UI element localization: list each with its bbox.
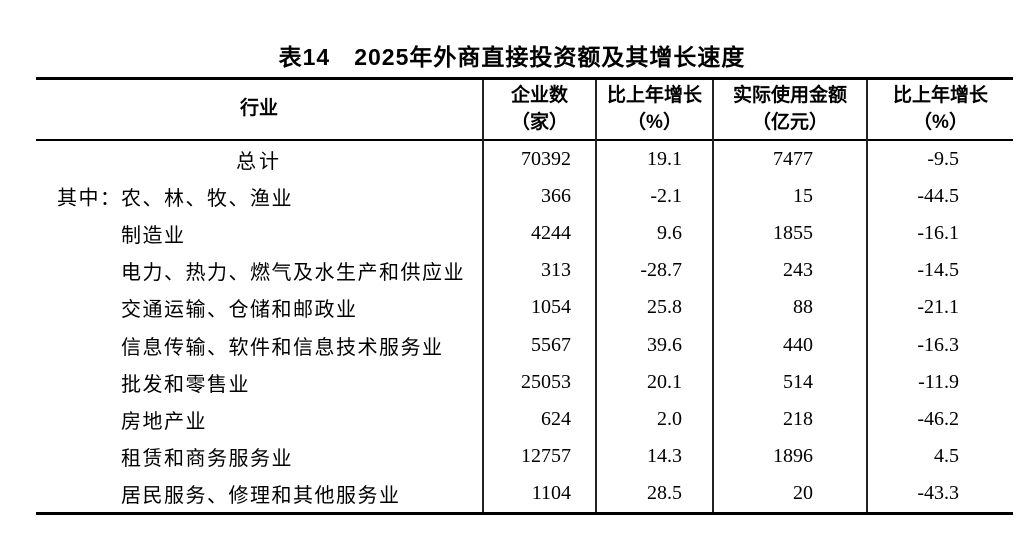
enterprises-growth-cell: 19.1 <box>595 139 713 178</box>
table-row: 租赁和商务服务业 12757 14.3 1896 4.5 <box>36 438 1013 476</box>
enterprises-growth-cell: 9.6 <box>595 214 713 253</box>
enterprises-growth-cell: 14.3 <box>595 438 713 476</box>
industry-cell: 制造业 <box>121 224 186 247</box>
amount-cell: 218 <box>712 400 867 438</box>
amount-cell: 243 <box>712 252 867 290</box>
table-body: 总计 70392 19.1 7477 -9.5 其中： 农、林、牧、渔业 366 … <box>36 139 1013 514</box>
enterprises-cell: 366 <box>482 177 596 215</box>
enterprises-cell: 70392 <box>482 139 596 178</box>
amount-cell: 514 <box>712 363 867 401</box>
enterprises-growth-cell: 20.1 <box>595 363 713 401</box>
industry-cell: 房地产业 <box>121 410 207 433</box>
enterprises-growth-cell: 25.8 <box>595 289 713 327</box>
enterprises-growth-cell: -28.7 <box>595 252 713 290</box>
amount-cell: 7477 <box>712 139 867 178</box>
amount-growth-cell: -46.2 <box>866 400 1013 438</box>
table-row: 制造业 4244 9.6 1855 -16.1 <box>36 214 1013 253</box>
table-row: 房地产业 624 2.0 218 -46.2 <box>36 400 1013 438</box>
table-row: 信息传输、软件和信息技术服务业 5567 39.6 440 -16.3 <box>36 326 1013 364</box>
industry-cell: 交通运输、仓储和邮政业 <box>121 299 358 322</box>
enterprises-growth-cell: 28.5 <box>595 475 713 514</box>
enterprises-growth-cell: 2.0 <box>595 400 713 438</box>
industry-cell: 居民服务、修理和其他服务业 <box>121 485 401 508</box>
enterprises-cell: 12757 <box>482 438 596 476</box>
amount-growth-cell: -14.5 <box>866 252 1013 290</box>
enterprises-growth-cell: 39.6 <box>595 326 713 364</box>
amount-growth-cell: -43.3 <box>866 475 1013 514</box>
industry-cell: 电力、热力、燃气及水生产和供应业 <box>121 262 465 285</box>
table-row: 批发和零售业 25053 20.1 514 -11.9 <box>36 363 1013 401</box>
enterprises-growth-cell: -2.1 <box>595 177 713 215</box>
table-row: 居民服务、修理和其他服务业 1104 28.5 20 -43.3 <box>36 475 1013 514</box>
header-row: 行业 企业数 （家） 比上年增长 （%） 实际使用金额 （亿元） <box>36 78 1013 140</box>
col-header-enterprises: 企业数 （家） <box>482 78 596 140</box>
col-header-industry-label: 行业 <box>239 98 278 120</box>
enterprises-cell: 4244 <box>482 214 596 253</box>
industry-cell: 批发和零售业 <box>121 373 250 396</box>
col-header-enterprises-growth: 比上年增长 （%） <box>595 78 713 140</box>
amount-cell: 1896 <box>712 438 867 476</box>
row-prefix: 其中： <box>57 187 122 210</box>
enterprises-cell: 25053 <box>482 363 596 401</box>
amount-growth-cell: -9.5 <box>866 139 1013 178</box>
fdi-table-wrapper: 行业 企业数 （家） 比上年增长 （%） 实际使用金额 （亿元） <box>36 77 1013 516</box>
table-row: 其中： 农、林、牧、渔业 366 -2.1 15 -44.5 <box>36 177 1013 215</box>
amount-cell: 15 <box>712 177 867 215</box>
amount-growth-cell: 4.5 <box>866 438 1013 476</box>
industry-cell: 总计 <box>236 150 282 173</box>
enterprises-cell: 624 <box>482 400 596 438</box>
enterprises-cell: 5567 <box>482 326 596 364</box>
col-header-amount-growth: 比上年增长 （%） <box>866 78 1013 140</box>
industry-cell: 其中： 农、林、牧、渔业 <box>36 178 483 215</box>
amount-cell: 20 <box>712 475 867 514</box>
industry-cell: 租赁和商务服务业 <box>121 448 293 471</box>
table-title: 表14 2025年外商直接投资额及其增长速度 <box>278 44 746 70</box>
amount-growth-cell: -16.3 <box>866 326 1013 364</box>
amount-growth-cell: -16.1 <box>866 214 1013 253</box>
table-row: 总计 70392 19.1 7477 -9.5 <box>36 139 1013 178</box>
col-header-amount: 实际使用金额 （亿元） <box>712 78 867 140</box>
amount-growth-cell: -11.9 <box>866 363 1013 401</box>
col-header-industry: 行业 <box>36 79 483 140</box>
amount-growth-cell: -21.1 <box>866 289 1013 327</box>
amount-cell: 1855 <box>712 214 867 253</box>
table-row: 交通运输、仓储和邮政业 1054 25.8 88 -21.1 <box>36 289 1013 327</box>
amount-cell: 440 <box>712 326 867 364</box>
amount-cell: 88 <box>712 289 867 327</box>
enterprises-cell: 1054 <box>482 289 596 327</box>
fdi-table: 行业 企业数 （家） 比上年增长 （%） 实际使用金额 （亿元） <box>36 77 1013 516</box>
enterprises-cell: 1104 <box>482 475 596 514</box>
industry-cell: 信息传输、软件和信息技术服务业 <box>121 336 444 359</box>
enterprises-cell: 313 <box>482 252 596 290</box>
amount-growth-cell: -44.5 <box>866 177 1013 215</box>
table-row: 电力、热力、燃气及水生产和供应业 313 -28.7 243 -14.5 <box>36 252 1013 290</box>
table-header: 行业 企业数 （家） 比上年增长 （%） 实际使用金额 （亿元） <box>36 78 1013 140</box>
